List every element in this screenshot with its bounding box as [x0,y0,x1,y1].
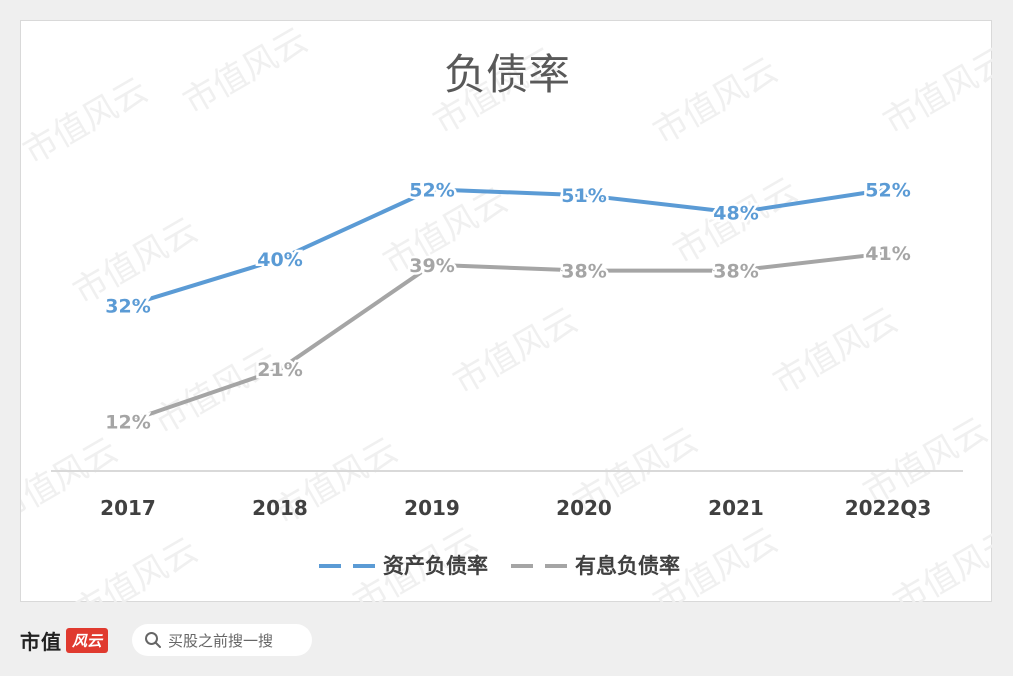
watermark-text: 市值风云 [177,21,315,123]
search-placeholder: 买股之前搜一搜 [168,631,274,650]
x-tick-label: 2020 [556,496,612,520]
series-line-2 [126,251,890,424]
watermark-text: 市值风云 [767,300,905,403]
watermark-text: 市值风云 [21,70,154,173]
search-box[interactable]: 买股之前搜一搜 [132,624,312,656]
data-label: 41% [865,243,910,265]
chart-title: 负债率 [444,50,570,99]
brand-text: 市值 [20,630,62,654]
brand-logo[interactable]: 市值 风云 [20,626,109,655]
legend-label: 资产负债率 [383,554,488,578]
footer-bar: 市值 风云 买股之前搜一搜 [20,618,992,668]
x-tick-label: 2021 [708,496,764,520]
data-label: 32% [105,295,150,317]
series-line-1 [126,187,890,308]
data-label: 12% [105,411,150,433]
brand-seal: 风云 [66,628,109,653]
data-label: 52% [409,179,454,201]
watermark-text: 市值风云 [877,40,993,143]
data-label: 51% [561,185,606,207]
x-tick-label: 2018 [252,496,308,520]
data-label: 21% [257,359,302,381]
data-label: 40% [257,249,302,271]
data-label: 48% [713,203,758,225]
data-label: 38% [713,261,758,283]
x-axis-tick-labels: 2017 2018 2019 2020 2021 2022Q3 [100,496,931,520]
watermark-text: 市值风云 [447,300,585,403]
watermark-text: 市值风云 [647,50,785,153]
watermark-text: 市值风云 [887,520,993,603]
search-icon [145,632,161,648]
data-label: 39% [409,255,454,277]
x-tick-label: 2017 [100,496,156,520]
legend: 资产负债率 有息负债率 [319,554,680,578]
data-label: 38% [561,261,606,283]
x-tick-label: 2019 [404,496,460,520]
legend-label: 有息负债率 [575,554,680,578]
data-label: 52% [865,179,910,201]
watermark-text: 市值风云 [67,530,205,603]
series-layer: 32% 40% 52% 51% 48% 52% 12% 21% 39% 38% 38% 41% [103,177,913,436]
chart-card: 市值风云 市值风云 市值风云 市值风云 市值风云 市值风云 市值风云 市值风云 市值风云 市值风云… [20,20,993,603]
x-tick-label: 2022Q3 [845,496,932,520]
